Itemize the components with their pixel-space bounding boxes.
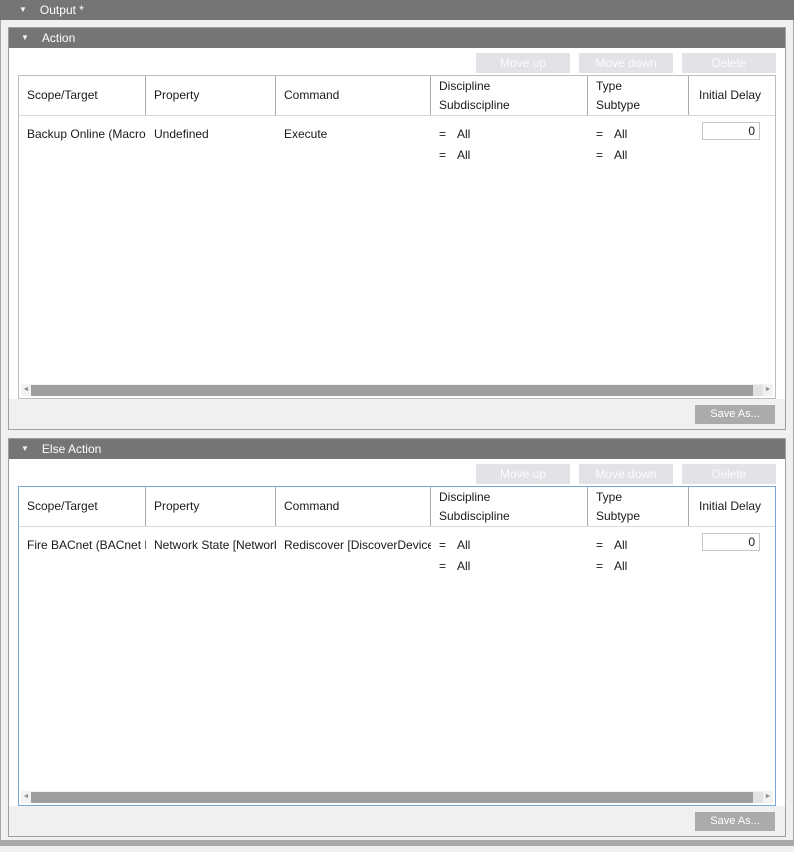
else-action-section-body: Move up Move down Delete Scope/Target Pr… — [9, 459, 785, 806]
save-as-button[interactable]: Save As... — [695, 404, 775, 424]
column-header-property[interactable]: Property — [146, 487, 276, 526]
column-header-discipline[interactable]: Discipline Subdiscipline — [431, 76, 588, 115]
column-header-initial-delay[interactable]: Initial Delay — [699, 499, 762, 513]
action-section-body: Move up Move down Delete Scope/Target Pr… — [9, 48, 785, 399]
delete-button[interactable]: Delete — [682, 464, 776, 484]
cell-initial-delay — [689, 116, 775, 166]
column-header-scope-target[interactable]: Scope/Target — [19, 76, 146, 115]
cell-type: = All = All — [596, 127, 628, 162]
cell-discipline: = All = All — [439, 538, 471, 573]
column-header-property[interactable]: Property — [146, 76, 276, 115]
action-section: ▼ Action Move up Move down Delete Scope/… — [8, 27, 786, 430]
column-header-scope-target[interactable]: Scope/Target — [19, 487, 146, 526]
column-header-command[interactable]: Command — [276, 487, 431, 526]
collapse-triangle-icon[interactable]: ▼ — [21, 444, 29, 453]
action-section-title: Action — [41, 31, 76, 45]
move-up-button[interactable]: Move up — [476, 464, 570, 484]
initial-delay-input[interactable] — [702, 122, 760, 140]
horizontal-scrollbar[interactable]: ◄ ► — [21, 791, 773, 803]
scroll-right-icon[interactable]: ► — [764, 793, 772, 800]
cell-command: Execute — [284, 127, 328, 141]
cell-scope-target: Fire BACnet (BACnet Net — [27, 538, 146, 552]
action-section-header[interactable]: ▼ Action — [9, 28, 785, 48]
else-action-section-header[interactable]: ▼ Else Action — [9, 439, 785, 459]
output-panel-header[interactable]: ▼ Output * — [0, 0, 794, 20]
scrollbar-track[interactable] — [752, 384, 763, 396]
move-down-button[interactable]: Move down — [579, 53, 673, 73]
horizontal-scrollbar[interactable]: ◄ ► — [21, 384, 773, 396]
scrollbar-track[interactable] — [752, 791, 763, 803]
output-panel-title: Output * — [39, 3, 84, 17]
collapse-triangle-icon[interactable]: ▼ — [19, 5, 27, 14]
output-panel-body: ▼ Action Move up Move down Delete Scope/… — [0, 20, 794, 846]
else-action-section-footer: Save As... — [9, 806, 785, 836]
column-header-type[interactable]: Type Subtype — [588, 76, 689, 115]
else-action-table-header: Scope/Target Property Command Discipline… — [19, 487, 775, 527]
else-action-section-title: Else Action — [41, 442, 102, 456]
action-table: Scope/Target Property Command Discipline… — [18, 75, 776, 399]
collapse-triangle-icon[interactable]: ▼ — [21, 33, 29, 42]
column-header-command[interactable]: Command — [276, 76, 431, 115]
scrollbar-thumb[interactable] — [31, 791, 753, 803]
cell-discipline: = All = All — [439, 127, 471, 162]
cell-type: = All = All — [596, 538, 628, 573]
column-header-type[interactable]: Type Subtype — [588, 487, 689, 526]
scroll-left-icon[interactable]: ◄ — [22, 793, 30, 800]
table-row[interactable]: Backup Online (Macro) Undefined Execute … — [19, 116, 775, 166]
cell-property: Network State [NetworkS — [154, 538, 276, 552]
table-row[interactable]: Fire BACnet (BACnet Net Network State [N… — [19, 527, 775, 577]
action-table-header: Scope/Target Property Command Discipline… — [19, 76, 775, 116]
action-section-footer: Save As... — [9, 399, 785, 429]
else-action-button-row: Move up Move down Delete — [18, 459, 776, 486]
cell-scope-target: Backup Online (Macro) — [27, 127, 146, 141]
move-down-button[interactable]: Move down — [579, 464, 673, 484]
scroll-right-icon[interactable]: ► — [764, 386, 772, 393]
save-as-button[interactable]: Save As... — [695, 811, 775, 831]
else-action-section: ▼ Else Action Move up Move down Delete S… — [8, 438, 786, 837]
cell-command: Rediscover [DiscoverDevice] — [284, 538, 431, 552]
scrollbar-thumb[interactable] — [31, 384, 753, 396]
action-button-row: Move up Move down Delete — [18, 48, 776, 75]
else-action-table: Scope/Target Property Command Discipline… — [18, 486, 776, 806]
move-up-button[interactable]: Move up — [476, 53, 570, 73]
scroll-left-icon[interactable]: ◄ — [22, 386, 30, 393]
column-header-initial-delay[interactable]: Initial Delay — [699, 88, 762, 102]
cell-property: Undefined — [154, 127, 209, 141]
initial-delay-input[interactable] — [702, 533, 760, 551]
delete-button[interactable]: Delete — [682, 53, 776, 73]
column-header-discipline[interactable]: Discipline Subdiscipline — [431, 487, 588, 526]
cell-initial-delay — [689, 527, 775, 577]
